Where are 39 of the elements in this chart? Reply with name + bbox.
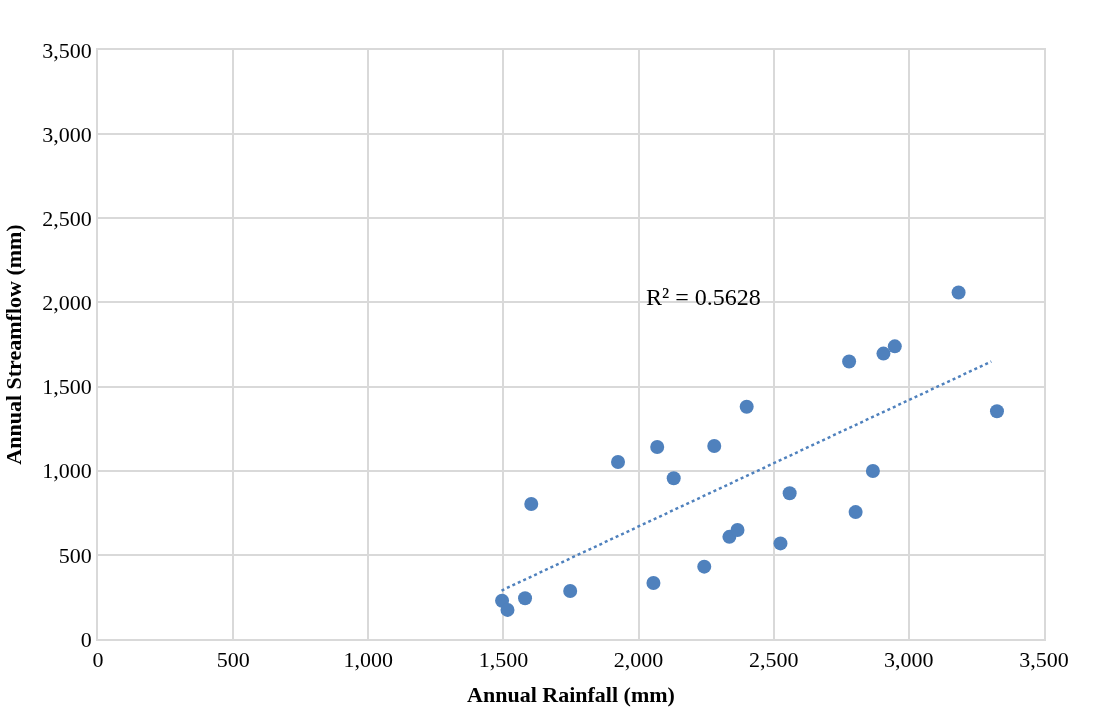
point [773, 536, 788, 551]
x-tick-label: 1,000 [343, 647, 394, 673]
point [842, 354, 857, 369]
x-tick-label: 3,500 [1019, 647, 1069, 673]
y-tick-label: 3,000 [42, 121, 92, 147]
point [739, 399, 754, 414]
point [887, 339, 902, 354]
point [989, 404, 1004, 419]
y-axis-title: Annual Streamflow (mm) [0, 224, 26, 465]
point [646, 575, 661, 590]
x-axis-title: Annual Rainfall (mm) [467, 681, 675, 707]
annotation: R² = 0.5628 [646, 284, 761, 310]
y-tick-label: 0 [80, 626, 92, 652]
y-tick-label: 500 [58, 542, 92, 568]
point [500, 602, 515, 617]
y-tick-label: 1,500 [42, 374, 92, 400]
point [782, 486, 797, 501]
x-tick-label: 3,000 [884, 647, 934, 673]
point [707, 438, 722, 453]
point [524, 497, 539, 512]
point [876, 346, 891, 361]
point [518, 591, 533, 606]
y-tick-label: 2,000 [42, 290, 92, 316]
point [865, 464, 880, 479]
x-tick-label: 2,500 [748, 647, 799, 673]
point [697, 559, 712, 574]
y-tick-label: 3,500 [42, 37, 92, 63]
point [611, 454, 626, 469]
point [650, 439, 665, 454]
y-tick-label: 2,500 [42, 205, 92, 231]
x-tick-label: 500 [216, 647, 250, 673]
point [666, 471, 681, 486]
y-tick-label: 1,000 [42, 458, 92, 484]
point [848, 505, 863, 520]
point [951, 285, 966, 300]
point [730, 522, 745, 537]
point [563, 584, 578, 599]
x-tick-label: 2,000 [613, 647, 664, 673]
x-tick-label: 1,500 [478, 647, 529, 673]
